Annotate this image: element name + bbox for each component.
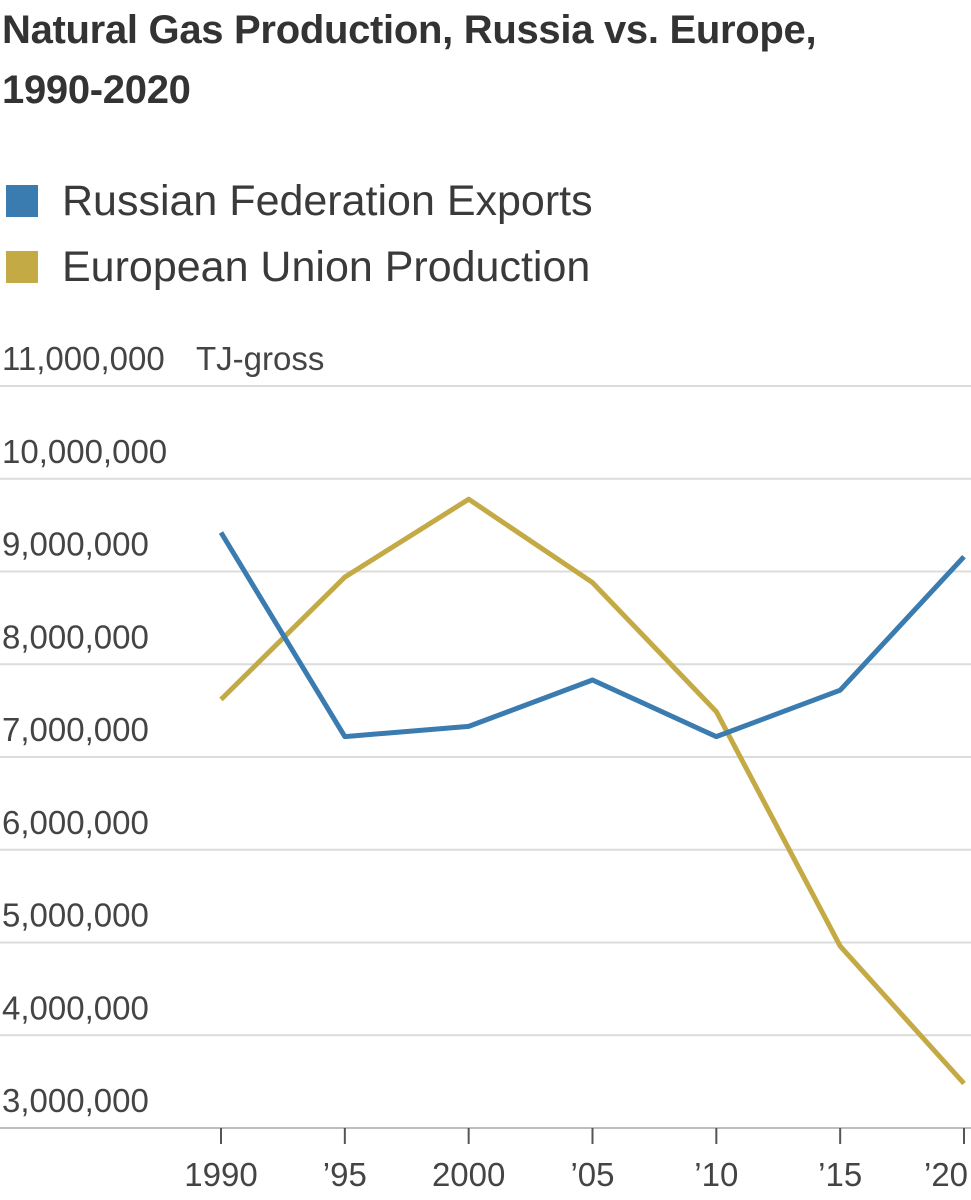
- y-tick-label: 7,000,000: [2, 711, 149, 748]
- y-unit-label: TJ-gross: [196, 340, 324, 377]
- x-tick-label: 1990: [184, 1156, 257, 1193]
- legend-item-russia: Russian Federation Exports: [6, 168, 593, 234]
- y-tick-labels: 11,000,000 TJ-gross 10,000,000 9,000,000 8,0…: [2, 340, 324, 1119]
- y-tick-label: 4,000,000: [2, 989, 149, 1026]
- y-tick-label: 3,000,000: [2, 1082, 149, 1119]
- legend-item-eu: European Union Production: [6, 234, 593, 300]
- x-tick-label: 2000: [432, 1156, 505, 1193]
- legend-swatch-russia: [6, 185, 38, 217]
- gridlines: [0, 385, 971, 1129]
- series-line-eu: [219, 496, 966, 1086]
- legend-swatch-eu: [6, 251, 38, 283]
- chart-legend: Russian Federation Exports European Unio…: [6, 168, 593, 300]
- y-tick-label: 10,000,000: [2, 433, 167, 470]
- chart-title: Natural Gas Production, Russia vs. Europ…: [2, 0, 962, 120]
- x-tick-label: ’05: [570, 1156, 614, 1193]
- chart-title-line-1: Natural Gas Production, Russia vs. Europ…: [2, 8, 817, 52]
- y-tick-label: 9,000,000: [2, 526, 149, 563]
- legend-label-russia: Russian Federation Exports: [62, 176, 593, 225]
- y-tick-label: 5,000,000: [2, 897, 149, 934]
- y-tick-label: 8,000,000: [2, 618, 149, 655]
- y-tick-label: 6,000,000: [2, 804, 149, 841]
- chart-title-line-2: 1990-2020: [2, 68, 191, 112]
- y-tick-label: 11,000,000: [2, 340, 165, 377]
- x-tick-label: ’10: [694, 1156, 738, 1193]
- series-line-russia: [218, 531, 966, 740]
- x-tick-label: ’15: [818, 1156, 862, 1193]
- x-axis: 1990 ’95 2000 ’05 ’10 ’15 ’20: [184, 1128, 968, 1193]
- x-tick-label: ’95: [323, 1156, 367, 1193]
- series-lines: [218, 496, 966, 1086]
- legend-label-eu: European Union Production: [62, 242, 591, 291]
- x-tick-label: ’20: [924, 1156, 968, 1193]
